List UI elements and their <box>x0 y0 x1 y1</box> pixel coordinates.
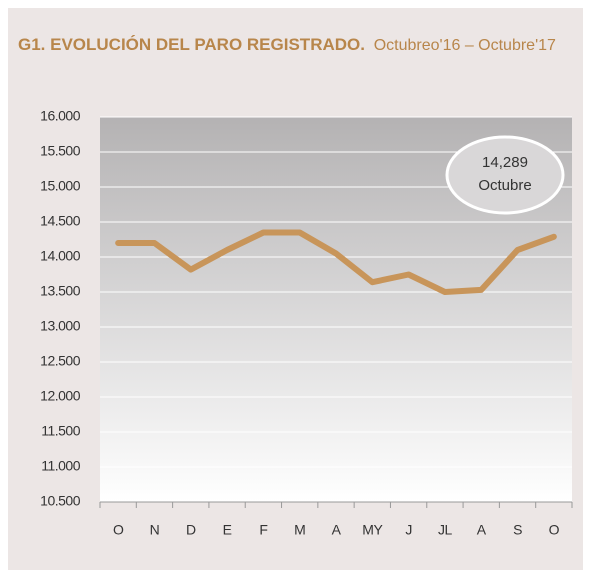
annotation-bubble <box>445 135 565 215</box>
y-tick-label: 14.500 <box>40 213 81 229</box>
y-tick-label: 13.500 <box>40 283 81 299</box>
annotation-label: Octubre <box>478 177 531 194</box>
annotation-value: 14,289 <box>482 154 528 171</box>
x-tick-label: D <box>186 522 196 538</box>
y-tick-label: 15.500 <box>40 143 81 159</box>
chart-title: G1. EVOLUCIÓN DEL PARO REGISTRADO. <box>18 35 365 54</box>
y-tick-label: 10.500 <box>40 493 81 509</box>
x-tick-label: E <box>223 522 232 538</box>
y-tick-label: 13.000 <box>40 318 81 334</box>
x-tick-label: O <box>113 522 124 538</box>
x-tick-label: A <box>332 522 342 538</box>
y-tick-label: 14.000 <box>40 248 81 264</box>
x-tick-label: O <box>549 522 560 538</box>
y-tick-label: 11.000 <box>41 458 80 474</box>
x-tick-label: F <box>259 522 267 538</box>
chart-subtitle: Octubreo'16 – Octubre'17 <box>374 37 556 54</box>
line-series <box>115 229 557 295</box>
x-tick-label: M <box>294 522 305 538</box>
y-tick-label: 12.500 <box>40 353 81 369</box>
y-tick-label: 16.000 <box>40 108 81 124</box>
x-tick-label: A <box>477 522 487 538</box>
y-tick-label: 12.000 <box>40 388 81 404</box>
x-tick-label: J <box>405 522 412 538</box>
y-tick-label: 11.500 <box>41 423 80 439</box>
x-tick-label: N <box>150 522 160 538</box>
x-tick-label: JL <box>438 522 453 538</box>
chart-header: G1. EVOLUCIÓN DEL PARO REGISTRADO. Octub… <box>18 35 556 54</box>
x-tick-label: MY <box>362 522 383 538</box>
x-tick-label: S <box>513 522 522 538</box>
y-tick-label: 15.000 <box>40 178 81 194</box>
